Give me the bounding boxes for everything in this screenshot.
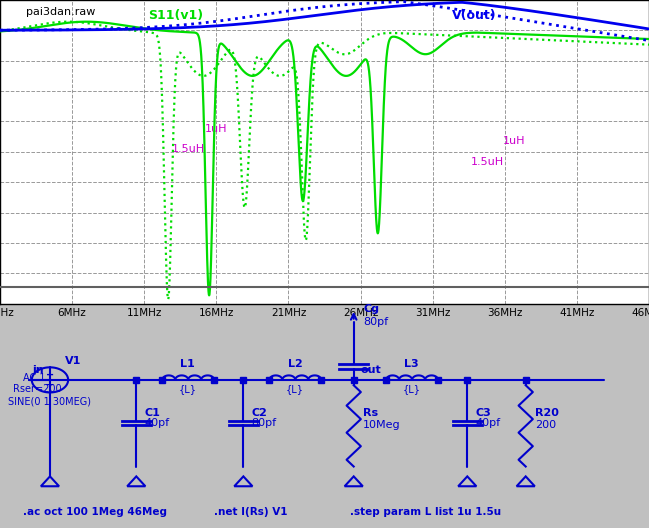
Text: C1: C1 bbox=[144, 408, 160, 418]
Text: L1: L1 bbox=[180, 360, 195, 369]
Text: 1.5uH: 1.5uH bbox=[471, 157, 504, 167]
Text: 80pf: 80pf bbox=[363, 317, 389, 327]
Text: .step param L list 1u 1.5u: .step param L list 1u 1.5u bbox=[350, 506, 502, 516]
Text: V(out): V(out) bbox=[452, 9, 496, 22]
Text: {L}: {L} bbox=[403, 384, 421, 394]
Text: in: in bbox=[32, 365, 44, 375]
Text: C3: C3 bbox=[475, 408, 491, 418]
Text: {L}: {L} bbox=[286, 384, 304, 394]
Text: Rs: Rs bbox=[363, 408, 378, 418]
Text: .net I(Rs) V1: .net I(Rs) V1 bbox=[214, 506, 288, 516]
Text: 1uH: 1uH bbox=[503, 136, 526, 146]
Text: 1.5uH: 1.5uH bbox=[172, 144, 205, 154]
Text: 40pf: 40pf bbox=[475, 418, 500, 428]
Text: S11(v1): S11(v1) bbox=[148, 9, 202, 22]
Text: R20: R20 bbox=[535, 408, 559, 418]
Text: V1: V1 bbox=[65, 356, 81, 366]
Text: Rser=200: Rser=200 bbox=[13, 384, 62, 394]
Text: SINE(0 1 30MEG): SINE(0 1 30MEG) bbox=[8, 397, 92, 407]
Text: 80pf: 80pf bbox=[251, 418, 276, 428]
Text: pai3dan.raw: pai3dan.raw bbox=[26, 7, 95, 16]
Text: L3: L3 bbox=[404, 360, 419, 369]
Text: 200: 200 bbox=[535, 420, 556, 430]
Text: C2: C2 bbox=[251, 408, 267, 418]
Text: out: out bbox=[360, 365, 381, 375]
Text: +: + bbox=[46, 371, 54, 380]
Text: −: − bbox=[45, 380, 55, 389]
Text: 10Meg: 10Meg bbox=[363, 420, 400, 430]
Text: 40pf: 40pf bbox=[144, 418, 169, 428]
Text: L2: L2 bbox=[288, 360, 302, 369]
Text: {L}: {L} bbox=[179, 384, 197, 394]
Text: AC 1: AC 1 bbox=[23, 373, 45, 383]
Text: 1uH: 1uH bbox=[204, 124, 227, 134]
Text: Cg: Cg bbox=[363, 304, 380, 314]
Text: .ac oct 100 1Meg 46Meg: .ac oct 100 1Meg 46Meg bbox=[23, 506, 167, 516]
